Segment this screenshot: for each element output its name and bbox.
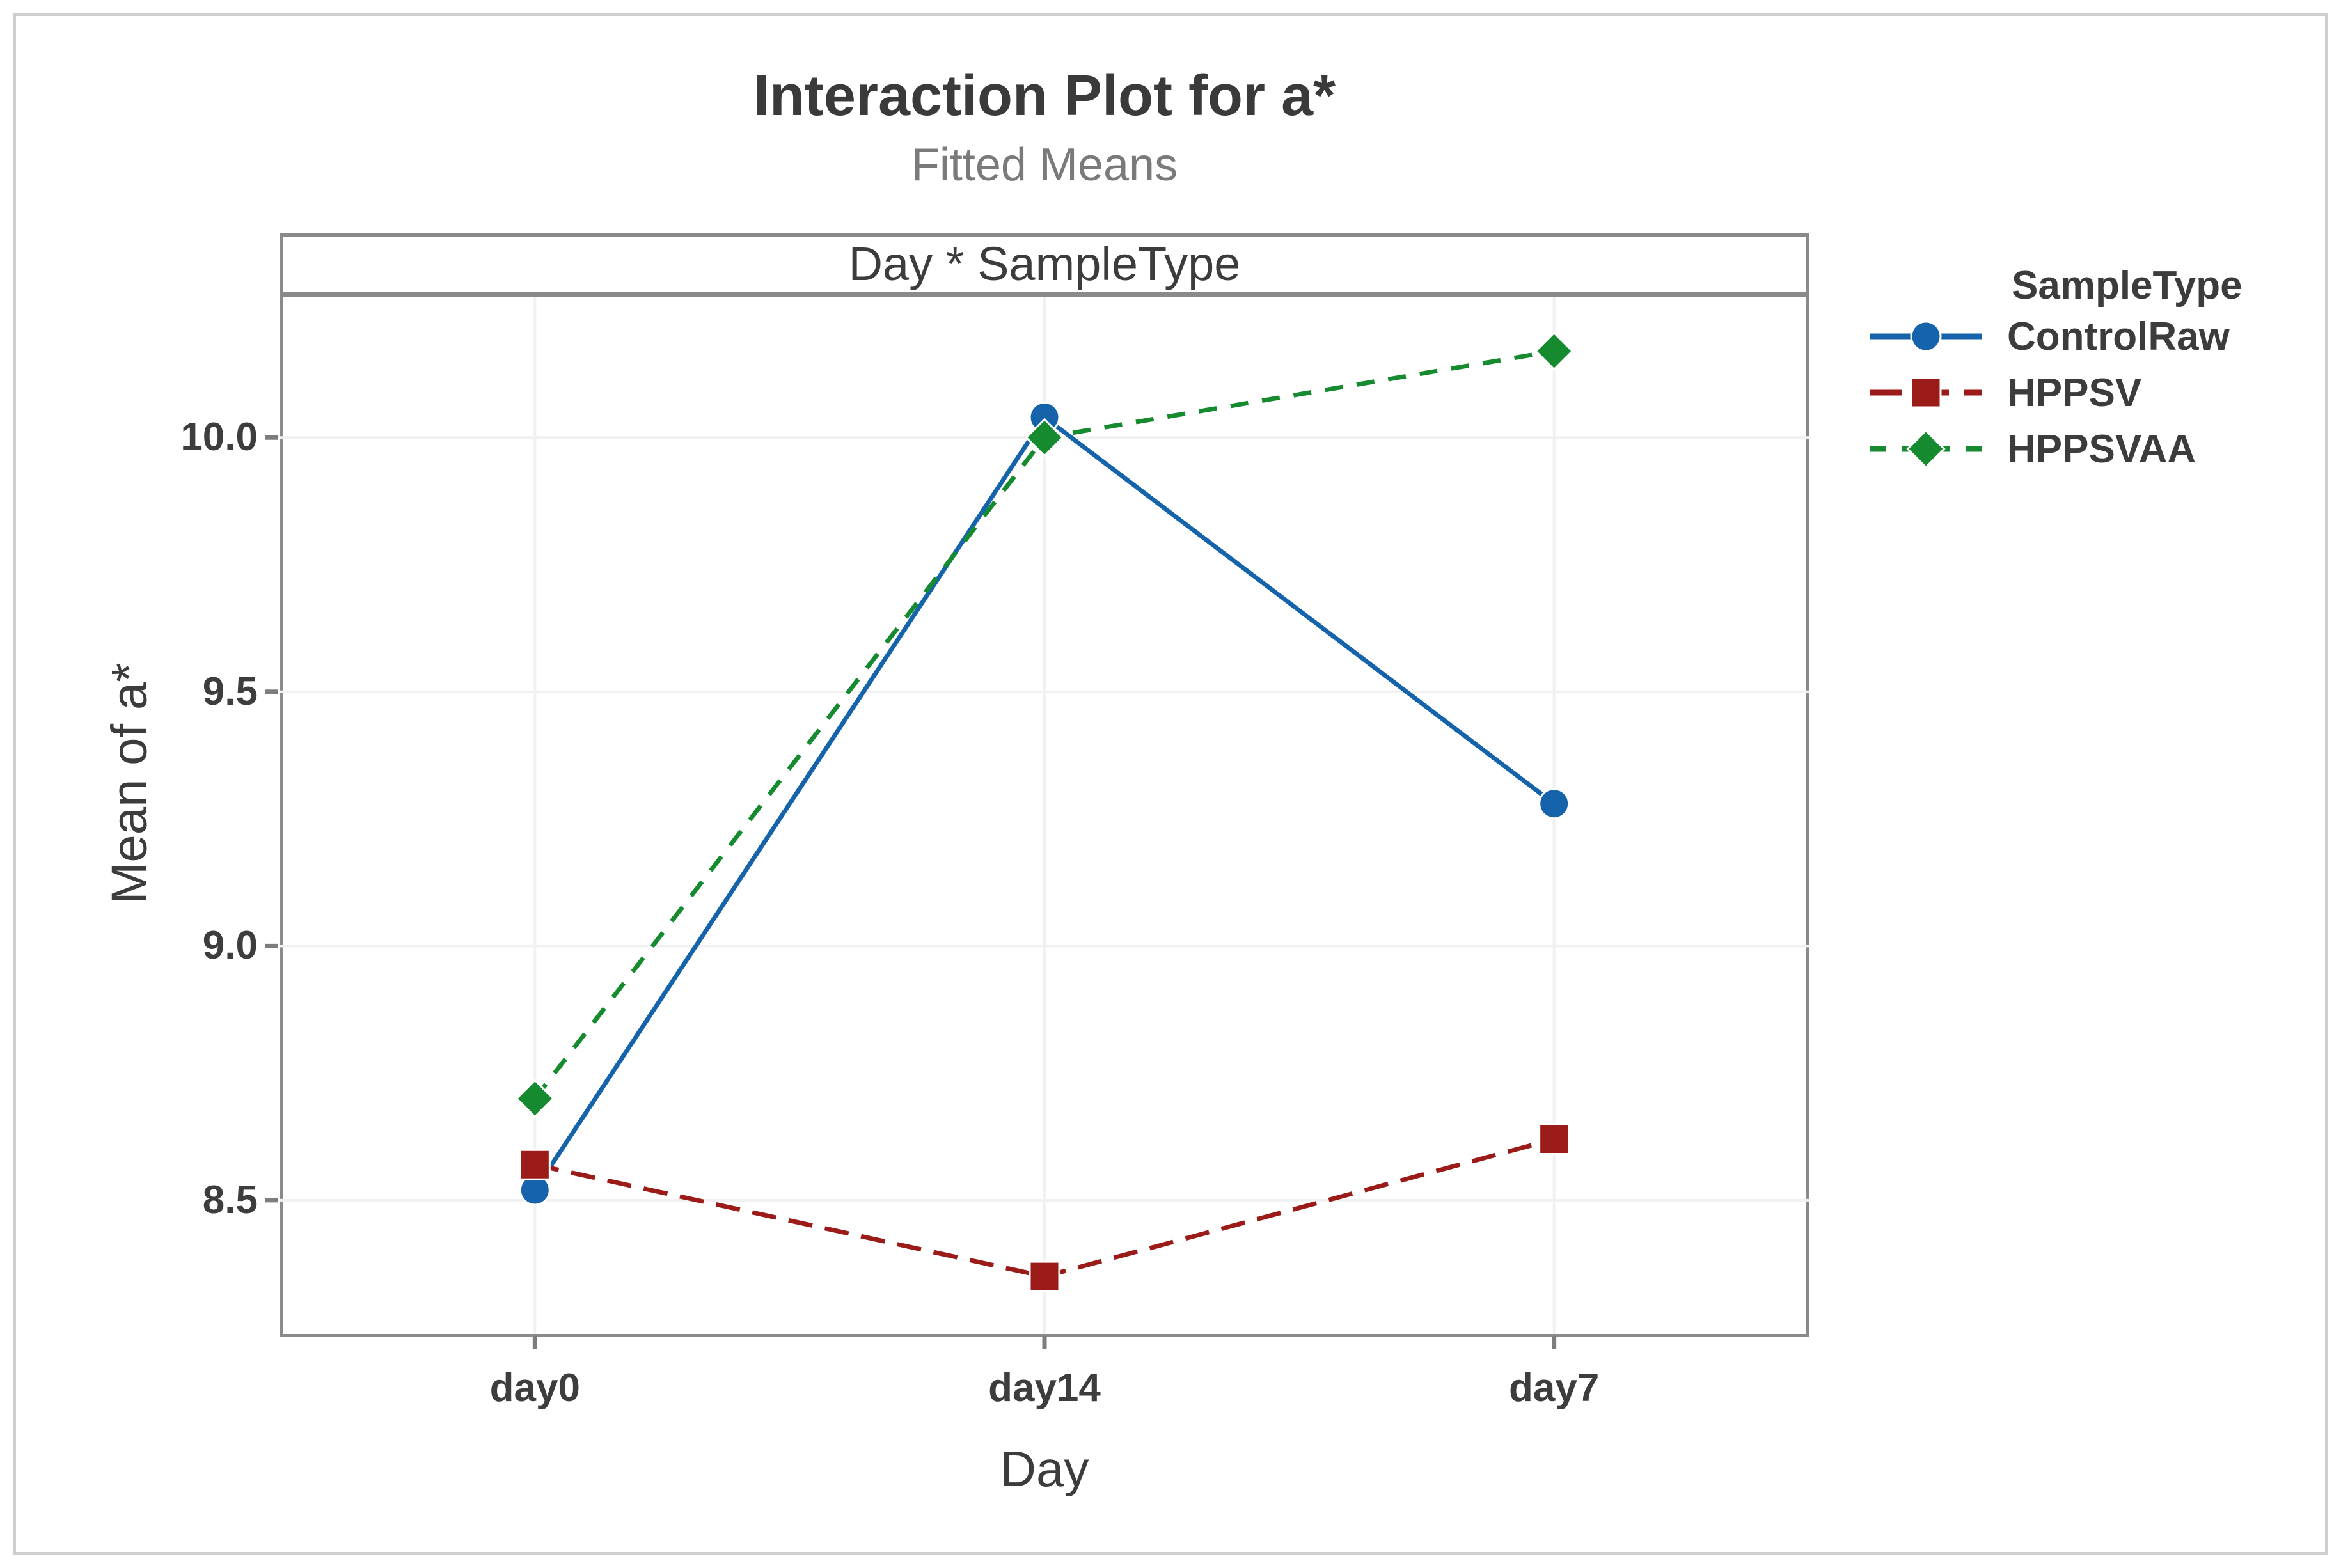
- chart-canvas: [265, 297, 1809, 1349]
- y-tick-label: 9.5: [202, 669, 258, 714]
- x-tick-label: day14: [988, 1366, 1101, 1410]
- legend-marker-HPPSV: [1910, 377, 1942, 409]
- panel-header-label: Day * SampleType: [848, 237, 1241, 290]
- data-point-HPPSV-day14: [1029, 1260, 1060, 1292]
- y-tick-label: 8.5: [202, 1177, 258, 1222]
- y-tick-label: 9.0: [202, 923, 258, 968]
- y-tick-label: 10.0: [180, 415, 258, 460]
- legend: SampleType ControlRaw HPPSV HPPSVAA: [1870, 263, 2317, 477]
- legend-title: SampleType: [2012, 263, 2242, 308]
- data-point-HPPSVAA-day14: [1025, 418, 1064, 457]
- legend-label: HPPSVAA: [2007, 427, 2196, 471]
- data-point-HPPSVAA-day7: [1534, 331, 1574, 371]
- plot-panel-border: [280, 233, 1809, 1337]
- x-tick-label: day7: [1508, 1366, 1600, 1410]
- legend-row-HPPSV: HPPSV: [1870, 365, 2317, 421]
- data-point-HPPSV-day0: [519, 1149, 551, 1180]
- figure-border: [13, 13, 2328, 1555]
- legend-row-HPPSVAA: HPPSVAA: [1870, 421, 2317, 477]
- legend-label: HPPSV: [2007, 370, 2142, 415]
- panel-header: Day * SampleType: [280, 233, 1809, 297]
- legend-marker-HPPSVAA: [1906, 429, 1946, 469]
- chart-subtitle: Fitted Means: [911, 139, 1178, 191]
- plot-area: Day * SampleType: [265, 233, 1809, 1349]
- legend-rows: ControlRaw HPPSV HPPSVAA: [1870, 308, 2317, 477]
- x-tick-label: day0: [489, 1366, 580, 1410]
- x-axis-title: Day: [1000, 1441, 1089, 1497]
- legend-marker-ControlRaw: [1910, 320, 1942, 352]
- legend-label: ControlRaw: [2007, 314, 2230, 359]
- chart-title: Interaction Plot for a*: [753, 64, 1336, 128]
- legend-row-ControlRaw: ControlRaw: [1870, 308, 2317, 365]
- data-point-HPPSV-day7: [1538, 1123, 1570, 1155]
- legend-swatch-square-icon: [1870, 377, 1982, 409]
- data-point-ControlRaw-day7: [1538, 788, 1570, 820]
- legend-swatch-circle-icon: [1870, 320, 1982, 352]
- data-point-HPPSVAA-day0: [515, 1079, 555, 1118]
- legend-swatch-diamond-icon: [1870, 429, 1982, 469]
